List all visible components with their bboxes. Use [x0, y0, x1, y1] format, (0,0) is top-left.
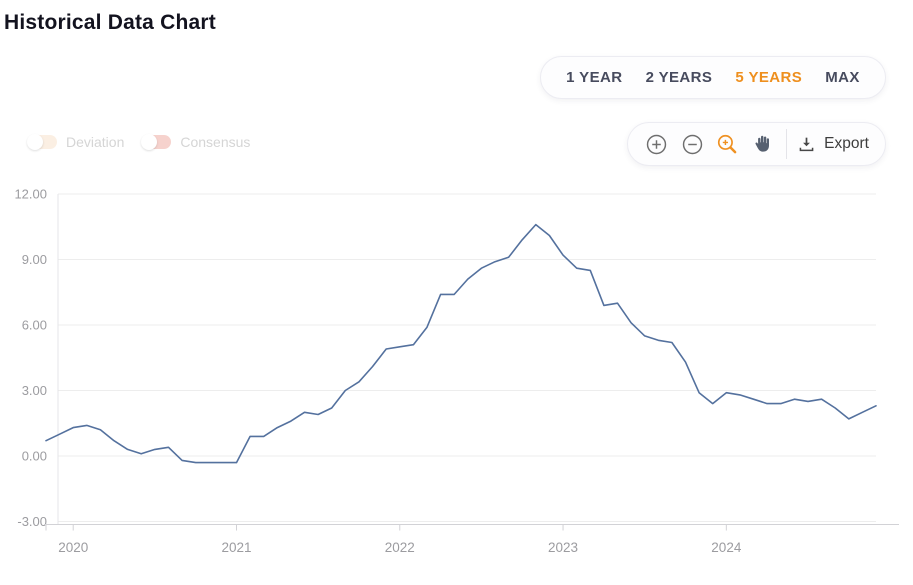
actual-series-line [45, 223, 877, 464]
y-axis-tick-label: 6.00 [22, 318, 47, 333]
legend-toggle-deviation: Deviation [27, 134, 125, 150]
magnifier-plus-icon [718, 134, 737, 153]
chart-plot-area[interactable] [46, 194, 876, 525]
consensus-switch-knob [141, 134, 158, 150]
deviation-toggle-label: Deviation [66, 134, 125, 150]
legend-toggles: Deviation Consensus [27, 134, 251, 150]
x-axis-tick-label: 2024 [711, 540, 742, 555]
legend-toggle-consensus: Consensus [141, 134, 251, 150]
page-title: Historical Data Chart [4, 11, 216, 34]
deviation-switch-knob [27, 134, 43, 150]
x-axis-tick-label: 2022 [385, 540, 415, 555]
range-selector: 1 YEAR 2 YEARS 5 YEARS MAX [540, 56, 886, 99]
export-label: Export [824, 135, 869, 152]
circle-minus-icon [682, 134, 702, 154]
pan-button[interactable] [751, 132, 775, 156]
y-axis-tick-label: -3.00 [17, 514, 47, 529]
download-icon [799, 137, 814, 151]
y-axis-tick-label: 12.00 [14, 187, 47, 202]
toolbar-divider [785, 129, 787, 159]
x-axis-tick-label: 2020 [58, 540, 88, 555]
x-axis-tick-label: 2021 [221, 540, 251, 555]
zoom-out-button[interactable] [680, 132, 705, 157]
range-button-5-years[interactable]: 5 YEARS [729, 65, 808, 90]
deviation-switch[interactable] [27, 134, 57, 150]
y-axis-tick-label: 0.00 [22, 449, 47, 464]
hand-icon [755, 135, 769, 152]
circle-plus-icon [646, 134, 667, 154]
range-button-1-year[interactable]: 1 YEAR [560, 65, 628, 90]
consensus-switch[interactable] [141, 134, 172, 150]
consensus-toggle-label: Consensus [180, 134, 251, 150]
x-axis-tick-label: 2023 [548, 540, 578, 555]
range-button-max[interactable]: MAX [819, 65, 866, 90]
y-axis-tick-label: 3.00 [22, 383, 47, 398]
y-axis-tick-label: 9.00 [22, 252, 47, 267]
selection-zoom-button[interactable] [715, 132, 740, 157]
zoom-in-button[interactable] [644, 132, 669, 157]
chart-toolbar: Export [627, 122, 886, 166]
range-button-2-years[interactable]: 2 YEARS [640, 65, 719, 90]
export-button[interactable]: Export [797, 135, 869, 154]
